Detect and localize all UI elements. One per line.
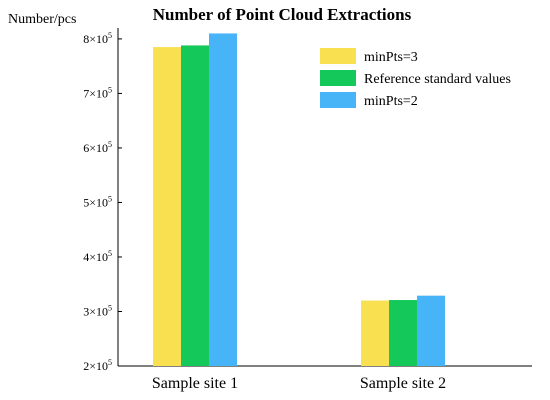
x-tick-label: Sample site 2 bbox=[360, 375, 446, 392]
y-tick-label: 7×105 bbox=[83, 85, 112, 100]
y-ticks: 2×105 3×105 4×105 5×105 6×105 7×105 8×105 bbox=[83, 31, 122, 373]
x-ticks: Sample site 1 Sample site 2 bbox=[152, 375, 446, 392]
bar-1-3 bbox=[209, 33, 237, 367]
legend-swatch bbox=[320, 92, 356, 108]
bar-1-1 bbox=[153, 47, 181, 366]
legend: minPts=3 Reference standard values minPts=… bbox=[320, 48, 511, 109]
y-tick-label: 6×105 bbox=[83, 140, 112, 155]
y-tick-label: 8×105 bbox=[83, 31, 112, 46]
bar-1-2 bbox=[181, 45, 209, 366]
x-tick-label: Sample site 1 bbox=[152, 375, 238, 392]
y-tick-label: 4×105 bbox=[83, 249, 112, 264]
chart-title: Number of Point Cloud Extractions bbox=[153, 5, 412, 24]
bar-2-1 bbox=[361, 300, 389, 366]
legend-label: Reference standard values bbox=[364, 72, 511, 87]
y-axis-label: Number/pcs bbox=[8, 12, 76, 27]
legend-swatch bbox=[320, 70, 356, 86]
legend-label: minPts=2 bbox=[364, 94, 418, 109]
bars-group bbox=[153, 33, 445, 367]
y-tick-label: 2×105 bbox=[83, 358, 112, 373]
bar-2-3 bbox=[417, 295, 445, 366]
bar-2-2 bbox=[389, 300, 417, 366]
legend-swatch bbox=[320, 48, 356, 64]
y-tick-label: 5×105 bbox=[83, 194, 112, 209]
y-tick-label: 3×105 bbox=[83, 303, 112, 318]
legend-label: minPts=3 bbox=[364, 50, 418, 65]
